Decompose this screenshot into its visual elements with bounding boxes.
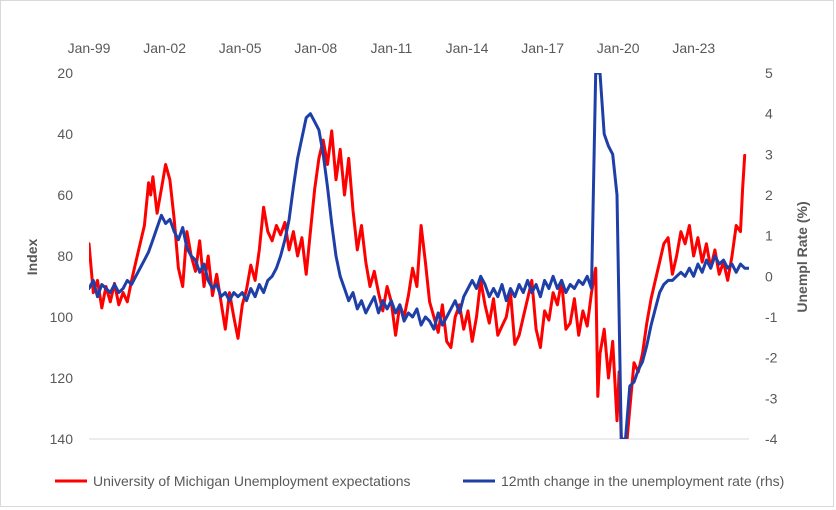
x-tick-label: Jan-02: [143, 40, 186, 56]
x-tick-label: Jan-14: [446, 40, 489, 56]
x-tick-label: Jan-23: [672, 40, 715, 56]
y-right-tick-label: 4: [765, 106, 773, 122]
y-left-tick-label: 40: [57, 126, 73, 142]
y-right-tick-label: -1: [765, 309, 778, 325]
series-layer: [89, 73, 749, 439]
series-line-unemployment-change: [89, 73, 749, 439]
legend: University of Michigan Unemployment expe…: [55, 473, 784, 489]
x-tick-label: Jan-20: [597, 40, 640, 56]
x-tick-label: Jan-08: [294, 40, 337, 56]
y-right-axis-ticks: 5 4 3 2 1 0 -1 -2 -3 -4: [765, 65, 778, 447]
y-left-tick-label: 100: [50, 309, 74, 325]
y-right-tick-label: 1: [765, 228, 773, 244]
y-right-tick-label: 0: [765, 268, 773, 284]
y-left-tick-label: 120: [50, 370, 74, 386]
y-right-tick-label: -2: [765, 350, 778, 366]
legend-label: 12mth change in the unemployment rate (r…: [501, 473, 784, 489]
y-right-tick-label: -4: [765, 431, 778, 447]
y-left-axis-title: Index: [24, 239, 40, 276]
x-tick-label: Jan-11: [371, 40, 413, 56]
y-left-tick-label: 20: [57, 65, 73, 81]
y-left-axis-ticks: 20 40 60 80 100 120 140: [50, 65, 74, 447]
x-axis-ticks: Jan-99 Jan-02 Jan-05 Jan-08 Jan-11 Jan-14 Jan-…: [68, 40, 716, 56]
y-right-tick-label: -3: [765, 390, 778, 406]
x-tick-label: Jan-17: [521, 40, 564, 56]
y-left-tick-label: 80: [57, 248, 73, 264]
y-right-axis-title: Unempl Rate (%): [794, 201, 810, 312]
x-tick-label: Jan-05: [219, 40, 262, 56]
y-right-tick-label: 3: [765, 146, 773, 162]
y-left-tick-label: 140: [50, 431, 74, 447]
y-right-tick-label: 2: [765, 187, 773, 203]
series-line-michigan-expectations: [89, 129, 747, 439]
x-tick-label: Jan-99: [68, 40, 111, 56]
y-right-tick-label: 5: [765, 65, 773, 81]
legend-label: University of Michigan Unemployment expe…: [93, 473, 410, 489]
y-left-tick-label: 60: [57, 187, 73, 203]
